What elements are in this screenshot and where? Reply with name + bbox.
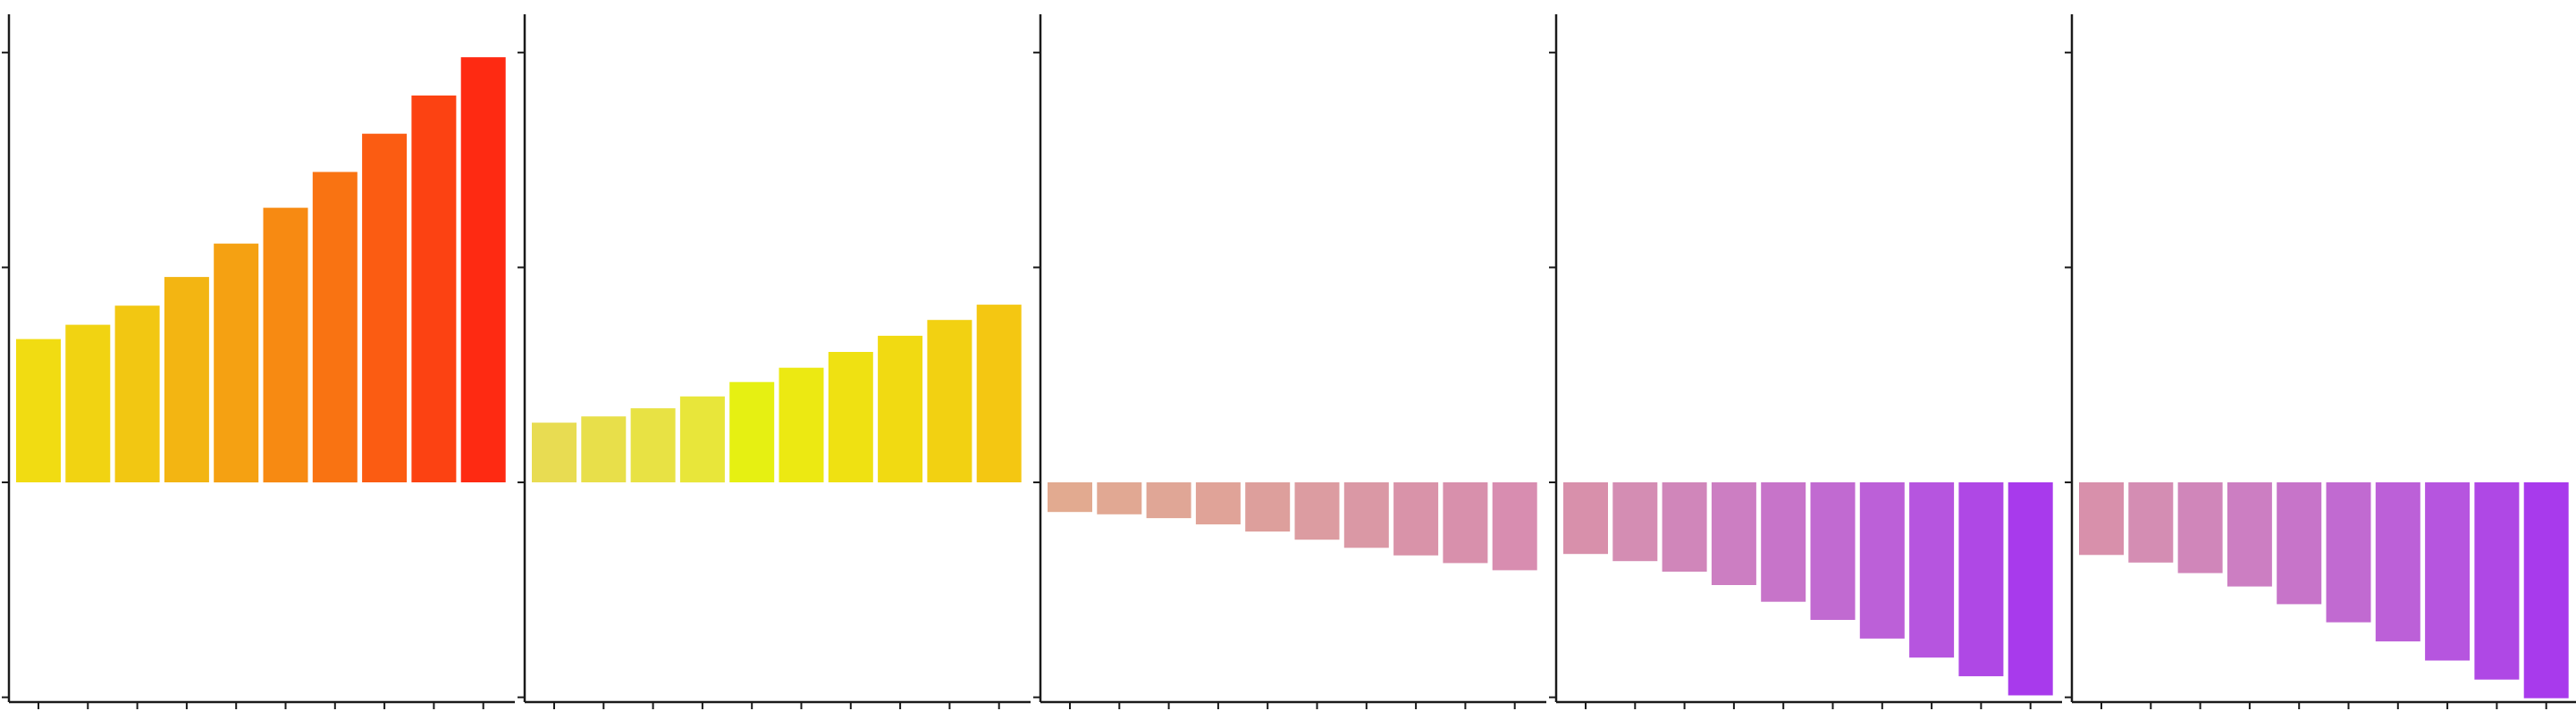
bar (114, 305, 160, 482)
bar (2326, 482, 2371, 623)
chart-panel-1 (2, 14, 515, 709)
bar (779, 367, 824, 482)
bar (927, 320, 972, 482)
bar (263, 207, 308, 483)
bar (1443, 482, 1488, 564)
bar (214, 243, 259, 483)
bar (1343, 482, 1389, 548)
bar (2277, 482, 2322, 605)
bar (2008, 482, 2053, 696)
chart-panel-3 (1033, 14, 1546, 709)
bar (1195, 482, 1241, 525)
bar (630, 408, 676, 482)
bar (1810, 482, 1856, 620)
bar (2227, 482, 2272, 587)
chart-panel-5 (2065, 14, 2576, 709)
bar (1294, 482, 1340, 540)
bar (1909, 482, 1955, 658)
chart-panel-2 (518, 14, 1031, 709)
bar (1146, 482, 1191, 519)
bar (2375, 482, 2420, 642)
bar (878, 335, 923, 483)
bar (164, 277, 209, 482)
bar (2079, 482, 2124, 556)
bar (532, 422, 577, 482)
bar (65, 324, 111, 483)
bar (1393, 482, 1439, 556)
bar (1563, 482, 1608, 555)
bar (1662, 482, 1707, 572)
bar (828, 352, 873, 482)
bar (729, 381, 775, 482)
bar (411, 95, 457, 483)
bar (460, 57, 506, 482)
bar (1492, 482, 1537, 571)
bar (976, 305, 1022, 482)
bar (1097, 482, 1142, 514)
bar (2177, 482, 2223, 573)
chart-panel-4 (1549, 14, 2062, 709)
bar (679, 396, 725, 483)
bar (362, 133, 408, 482)
bar (581, 416, 627, 482)
bar (2128, 482, 2174, 563)
bar (2474, 482, 2520, 680)
bar (1245, 482, 1291, 532)
bar (1761, 482, 1806, 602)
bar (2523, 482, 2569, 698)
bar (1859, 482, 1905, 639)
bar (312, 171, 358, 483)
bar (1612, 482, 1658, 562)
bar (1958, 482, 2004, 677)
bar (1711, 482, 1756, 585)
bar (16, 339, 61, 482)
bar (2425, 482, 2471, 661)
bar (1048, 482, 1092, 513)
